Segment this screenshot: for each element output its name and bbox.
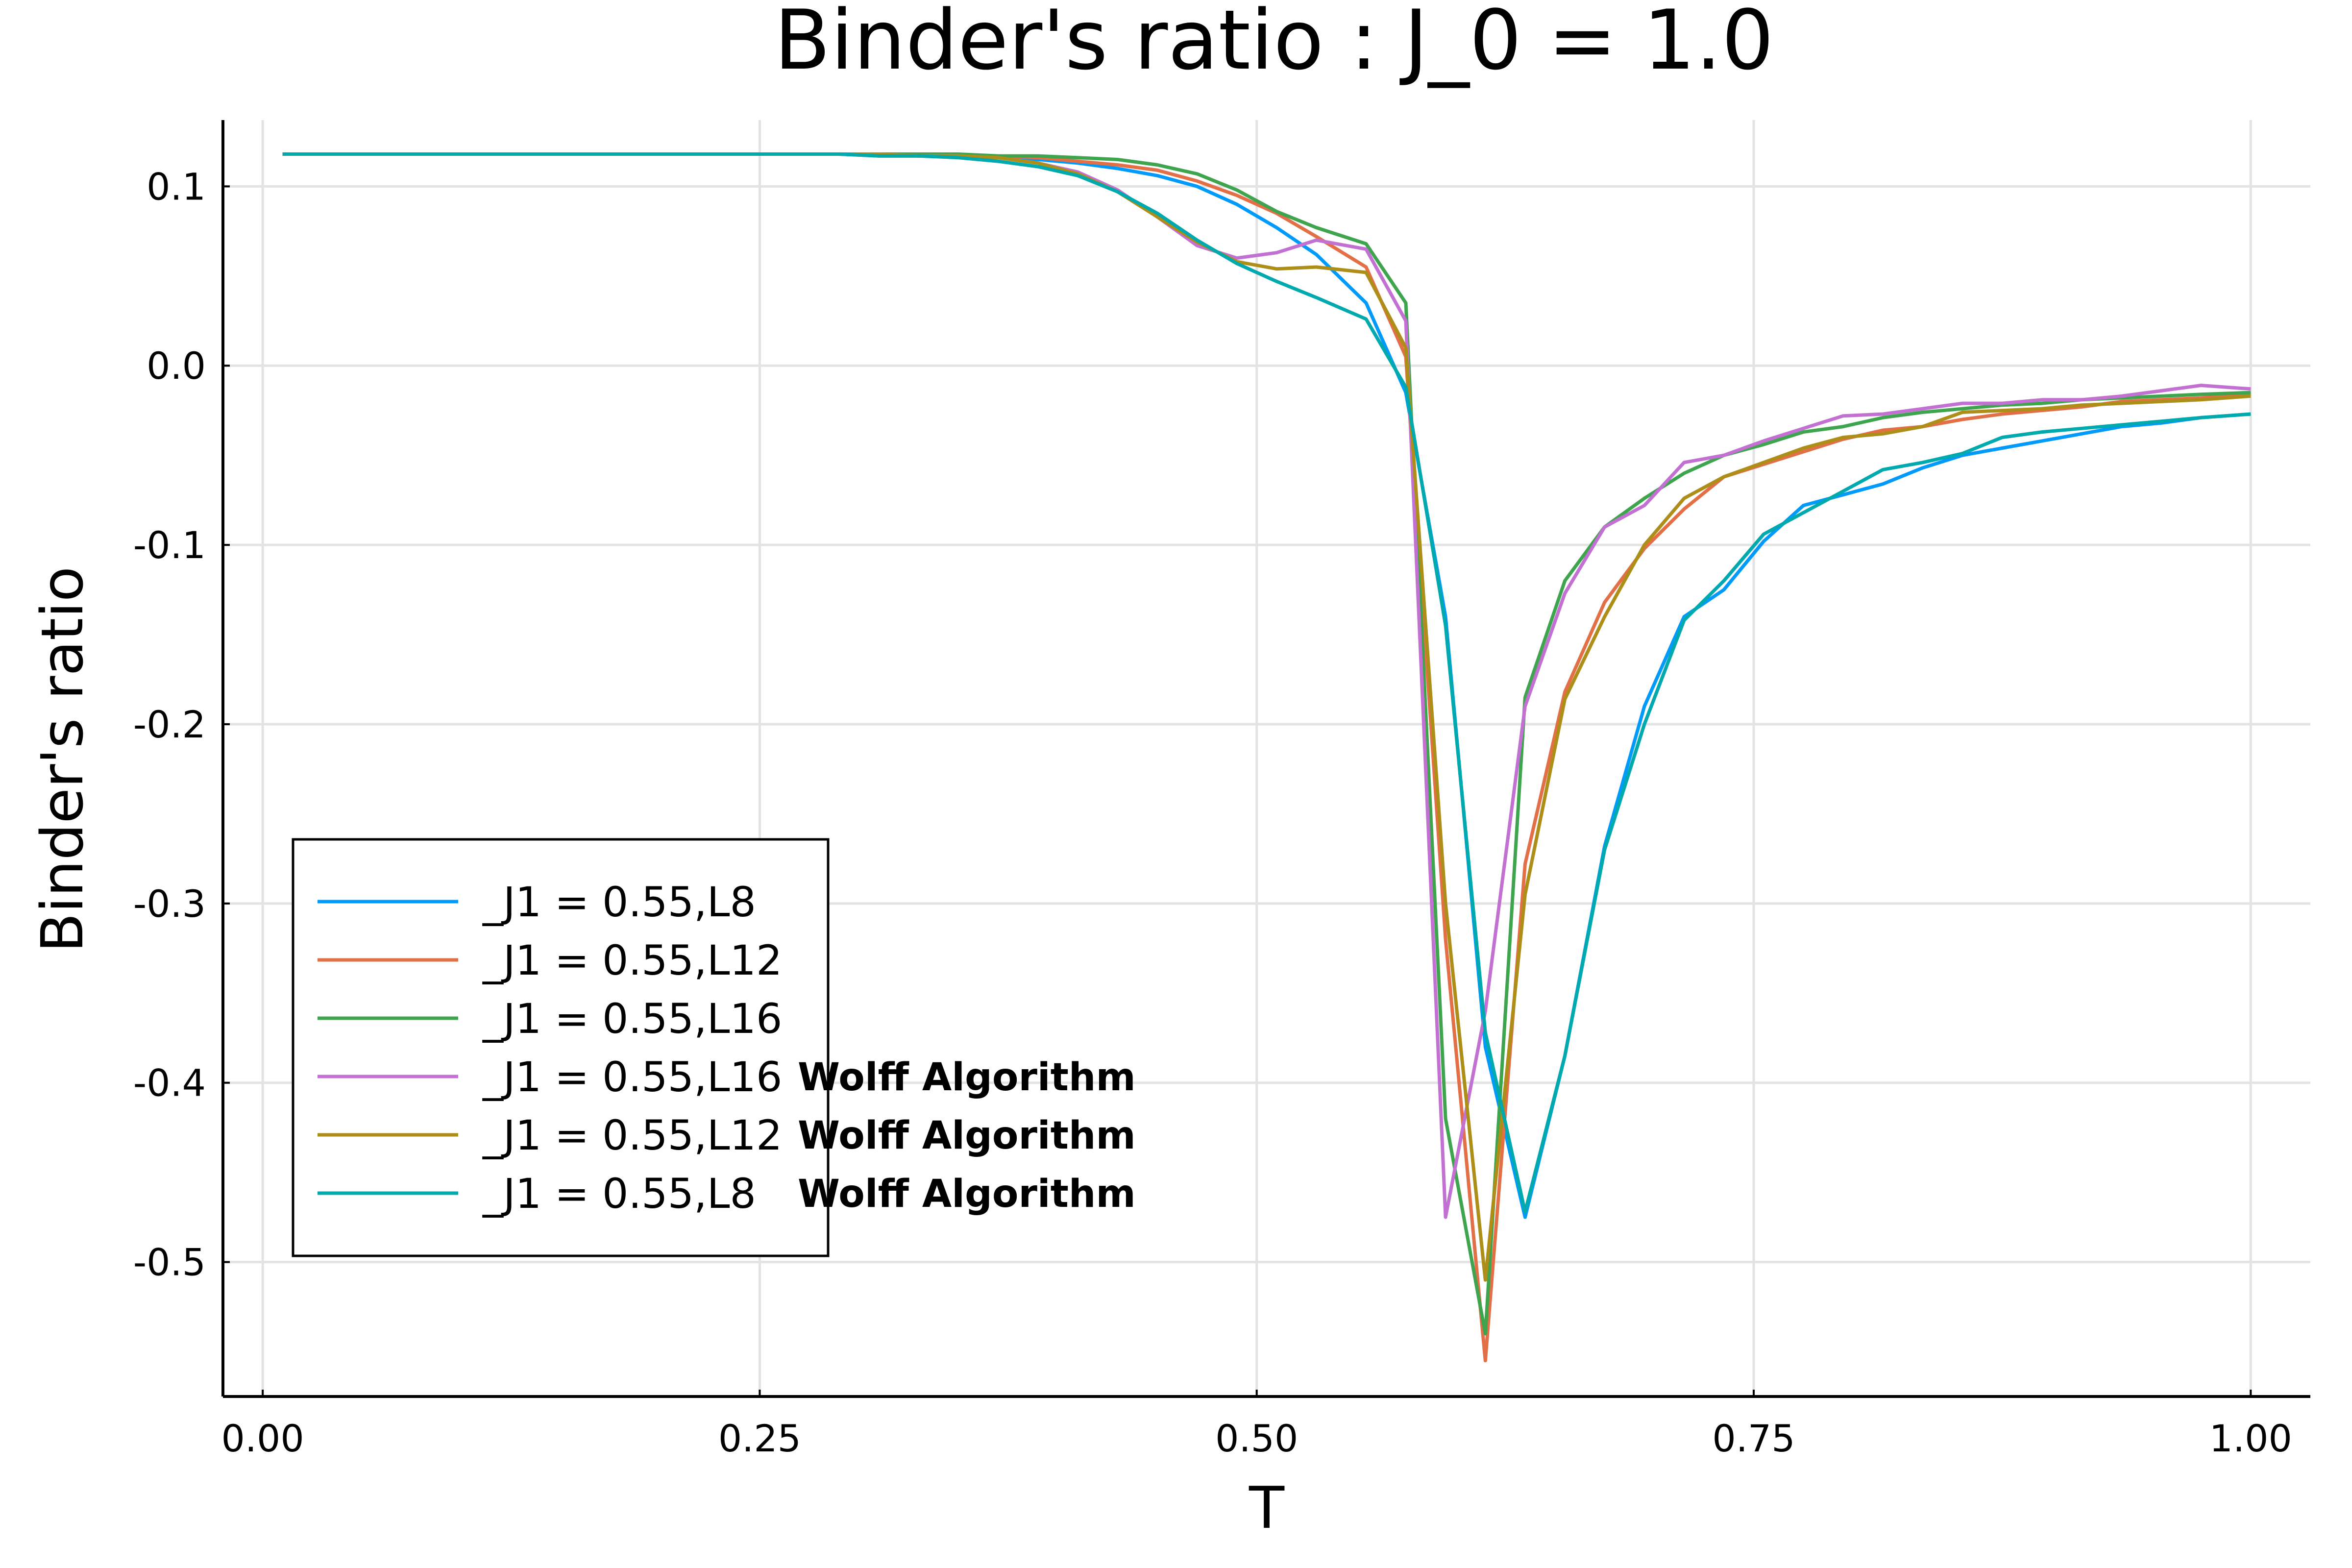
legend-note-5: Wolff Algorithm [798,1114,1136,1158]
legend-label-1: _J1 = 0.55,L8 [482,878,756,926]
y-tick-label: 0.0 [147,344,206,388]
x-axis-label: T [1249,1474,1285,1542]
legend-label-6: _J1 = 0.55,L8 [482,1170,756,1218]
legend-box [292,838,830,1257]
y-tick-label: -0.1 [133,523,206,567]
y-axis-ticks: 0.1 0.0 -0.1 -0.2 -0.3 -0.4 -0.5 [133,165,230,1284]
legend-label-3: _J1 = 0.55,L16 [482,995,782,1043]
x-tick-label: 0.25 [718,1417,801,1460]
legend-label-4: _J1 = 0.55,L16 [482,1053,782,1101]
y-tick-label: -0.3 [133,882,206,926]
y-axis-label: Binder's ratio [28,566,96,953]
x-tick-label: 1.00 [2209,1417,2292,1460]
legend-note-6: Wolff Algorithm [798,1172,1136,1216]
axes [221,120,2310,1398]
y-tick-label: -0.5 [133,1241,206,1284]
legend-label-2: _J1 = 0.55,L12 [482,936,782,984]
legend-note-4: Wolff Algorithm [798,1055,1136,1100]
x-tick-label: 0.75 [1712,1417,1795,1460]
x-tick-label: 0.00 [221,1417,304,1460]
y-tick-label: 0.1 [147,165,206,208]
chart-title: Binder's ratio : J_0 = 1.0 [774,0,1774,88]
x-tick-label: 0.50 [1215,1417,1298,1460]
legend: _J1 = 0.55,L8 _J1 = 0.55,L12 _J1 = 0.55,L1… [292,838,1136,1257]
y-tick-label: -0.2 [133,703,206,746]
y-tick-label: -0.4 [133,1061,206,1105]
series-line-6 [282,152,2251,1214]
data-series [282,152,2251,1363]
legend-label-5: _J1 = 0.55,L12 [482,1111,782,1159]
x-axis-ticks: 0.00 0.25 0.50 0.75 1.00 [221,1390,2292,1460]
